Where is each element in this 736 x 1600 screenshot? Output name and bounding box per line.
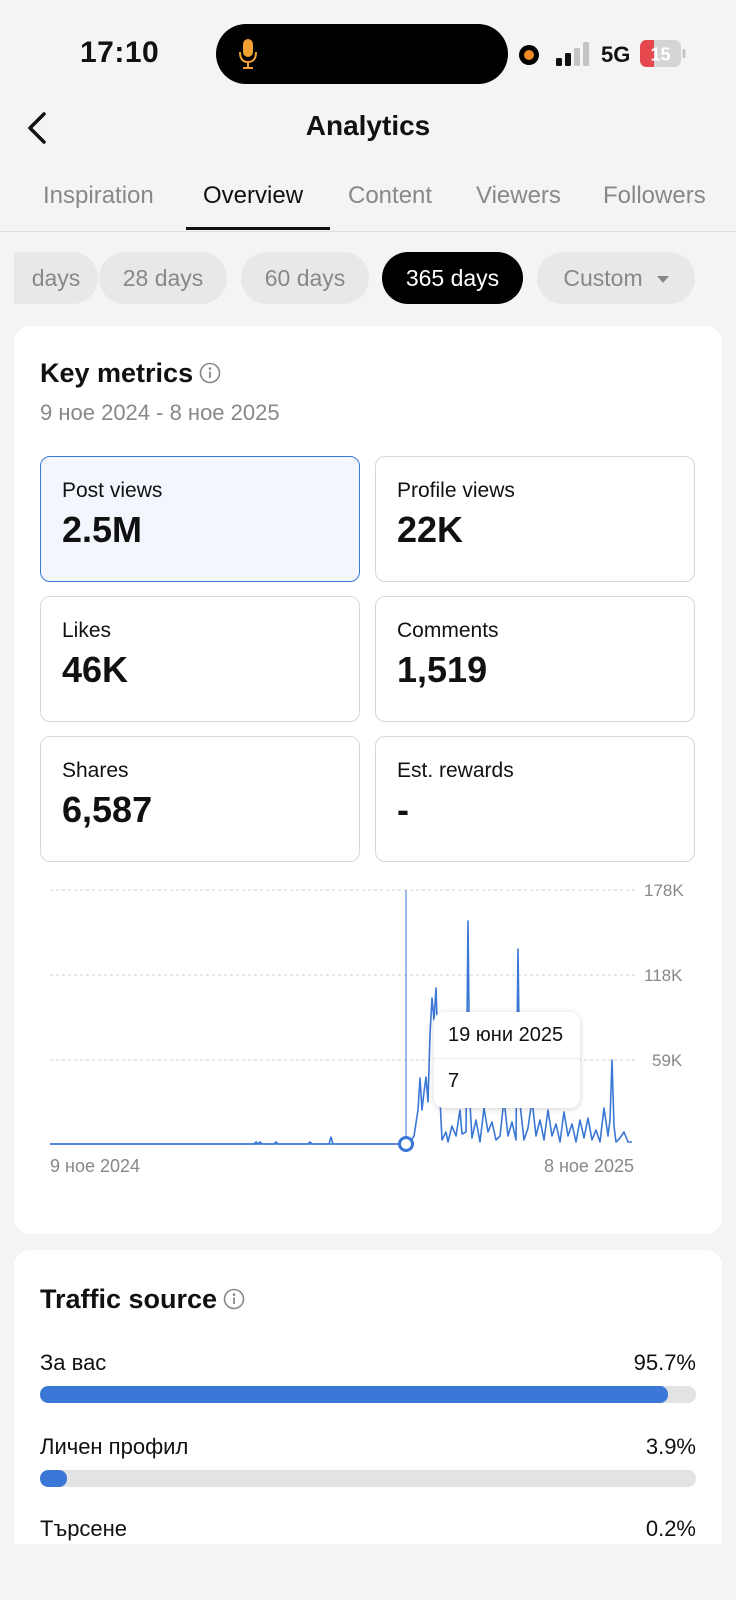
network-type: 5G: [601, 42, 631, 67]
active-tab-indicator: [186, 227, 330, 230]
status-time: 17:10: [80, 36, 160, 69]
metric-value: 22K: [397, 509, 464, 550]
y-tick-label: 178K: [644, 881, 684, 900]
back-arrow-icon[interactable]: [24, 108, 54, 148]
y-tick-label: 59K: [652, 1051, 683, 1070]
date-range-selector: days 28 days 60 days 365 days Custom: [14, 252, 736, 306]
y-tick-label: 118K: [644, 966, 683, 985]
date-range-text: 9 ное 2024 - 8 ное 2025: [40, 400, 280, 425]
traffic-source-name: Личен профил: [40, 1434, 189, 1459]
metric-value: -: [397, 789, 409, 830]
tab-overview[interactable]: Overview: [203, 182, 304, 209]
caret-down-icon: [656, 276, 669, 284]
post-views-chart[interactable]: 178K 118K 59K 9 ное 2024 8 ное 2025: [14, 874, 722, 1194]
key-metrics-card: Key metrics 9 ное 2024 - 8 ное 2025 Post…: [14, 326, 722, 1234]
traffic-source-title: Traffic source: [40, 1284, 218, 1314]
range-chip-custom[interactable]: Custom: [537, 252, 695, 304]
battery-level: 15: [650, 45, 670, 65]
metric-post-views[interactable]: Post views 2.5M: [40, 456, 360, 582]
tooltip-divider: [434, 1058, 580, 1059]
status-bar: 17:10 5G 15: [0, 0, 736, 100]
range-chip-label: days: [31, 265, 81, 291]
metric-label: Likes: [62, 619, 112, 642]
key-metrics-heading: Key metrics: [40, 358, 221, 389]
metric-label: Est. rewards: [397, 759, 514, 782]
info-icon[interactable]: [223, 1288, 245, 1310]
info-icon[interactable]: [199, 362, 221, 384]
metric-likes[interactable]: Likes 46K: [40, 596, 360, 722]
range-chip-60-days[interactable]: 60 days: [241, 252, 369, 304]
traffic-bar-track: [40, 1470, 696, 1487]
dynamic-island: [216, 24, 508, 84]
metric-comments[interactable]: Comments 1,519: [375, 596, 695, 722]
chart-selected-point: [398, 1136, 414, 1152]
traffic-source-percent: 95.7%: [633, 1350, 696, 1375]
metric-shares[interactable]: Shares 6,587: [40, 736, 360, 862]
x-start-label: 9 ное 2024: [50, 1156, 140, 1176]
x-end-label: 8 ное 2025: [544, 1156, 634, 1176]
tooltip-date: 19 юни 2025: [448, 1024, 564, 1046]
key-metrics-title: Key metrics: [40, 358, 194, 388]
traffic-bar-fill: [40, 1470, 67, 1487]
range-chip-label: Custom: [563, 265, 643, 291]
page-title: Analytics: [305, 110, 431, 141]
metric-label: Shares: [62, 759, 129, 782]
traffic-source-percent: 3.9%: [645, 1434, 696, 1459]
tab-content[interactable]: Content: [348, 182, 433, 209]
range-chip-7-days[interactable]: days: [14, 252, 98, 304]
tab-inspiration[interactable]: Inspiration: [43, 182, 154, 209]
recording-indicator-icon: [519, 45, 539, 65]
metric-value: 46K: [62, 649, 129, 690]
traffic-source-heading: Traffic source: [40, 1284, 245, 1315]
tab-viewers[interactable]: Viewers: [476, 182, 561, 209]
signal-icon: [556, 42, 589, 66]
chart-tooltip: 19 юни 2025 7: [434, 1012, 580, 1108]
tooltip-value: 7: [448, 1070, 460, 1092]
battery-icon: 15: [640, 40, 686, 67]
traffic-source-name: За вас: [40, 1350, 107, 1375]
metric-value: 2.5M: [62, 509, 143, 550]
metric-label: Post views: [62, 479, 163, 502]
traffic-source-name: Търсене: [40, 1516, 128, 1541]
bottom-area: [0, 1544, 736, 1600]
metric-label: Comments: [397, 619, 499, 642]
traffic-bar-track: [40, 1386, 696, 1403]
range-chip-365-days[interactable]: 365 days: [382, 252, 523, 304]
tab-bar: Inspiration Overview Content Viewers Fol…: [0, 160, 736, 232]
metric-value: 1,519: [397, 649, 488, 690]
microphone-icon: [239, 39, 257, 69]
traffic-source-percent: 0.2%: [645, 1516, 696, 1541]
tab-followers[interactable]: Followers: [603, 182, 706, 209]
metric-profile-views[interactable]: Profile views 22K: [375, 456, 695, 582]
traffic-source-card: Traffic source За вас 95.7% Личен профил…: [14, 1250, 722, 1600]
metric-est-rewards[interactable]: Est. rewards -: [375, 736, 695, 862]
range-chip-28-days[interactable]: 28 days: [99, 252, 227, 304]
metric-label: Profile views: [397, 479, 515, 502]
metric-value: 6,587: [62, 789, 153, 830]
traffic-bar-fill: [40, 1386, 668, 1403]
